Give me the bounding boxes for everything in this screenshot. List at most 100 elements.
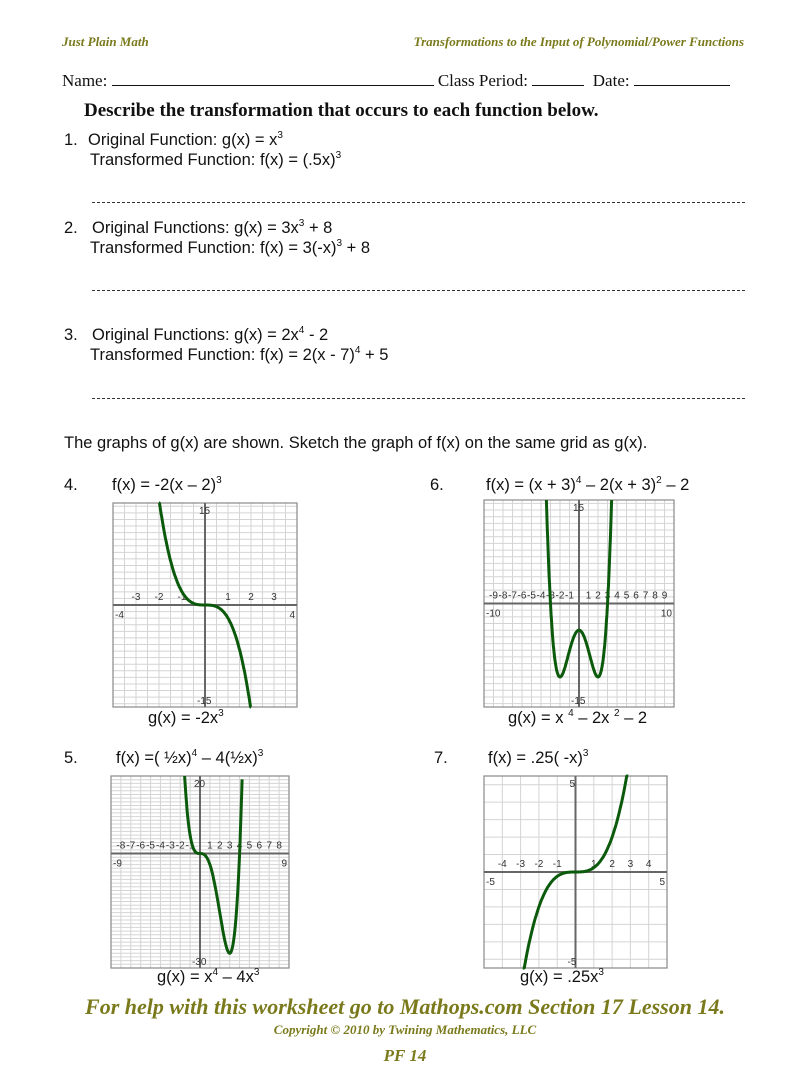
x-max-label: 5 [659, 877, 665, 888]
problem-3-transformed: Transformed Function: f(x) = 2(x - 7)4 +… [90, 346, 388, 365]
x-tick-label: 9 [662, 591, 668, 602]
x-tick-label: 7 [266, 841, 272, 852]
problem-1-transformed: Transformed Function: f(x) = (.5x)3 [90, 151, 341, 170]
x-tick-label: -3 [132, 592, 141, 603]
problem-6-g: g(x) = x 4 – 2x 2 – 2 [508, 709, 647, 728]
x-tick-label: 4 [614, 591, 620, 602]
x-tick-label: -5 [527, 591, 536, 602]
x-tick-label: -4 [537, 591, 546, 602]
expression-text: + 5 [360, 346, 389, 364]
problem-3-original: Original Functions: g(x) = 2x4 - 2 [92, 326, 328, 345]
x-tick-label: -2 [176, 841, 185, 852]
expression-text: + 8 [342, 239, 371, 257]
problem-2-original: Original Functions: g(x) = 3x3 + 8 [92, 219, 332, 238]
expression-text: g(x) = .25x [520, 968, 599, 986]
answer-line-1[interactable] [92, 202, 745, 203]
exponent: 4 [354, 345, 361, 356]
expression-text: Original Functions: g(x) = 2x [92, 326, 299, 344]
answer-line-2[interactable] [92, 290, 745, 291]
y-min-label: -15 [571, 696, 586, 707]
exponent: 3 [277, 130, 283, 141]
exponent: 4 [298, 325, 305, 336]
x-tick-label: -9 [489, 591, 498, 602]
footer-copyright: Copyright © 2010 by Twining Mathematics,… [273, 1022, 537, 1037]
x-max-label: 4 [289, 610, 295, 621]
exponent: 3 [298, 218, 305, 229]
x-tick-label: 2 [217, 841, 223, 852]
problem-4-g: g(x) = -2x3 [148, 709, 224, 728]
y-min-label: -30 [192, 957, 207, 968]
expression-text: – 4x [218, 968, 254, 986]
class-period-field[interactable] [532, 71, 585, 86]
x-tick-label: 7 [643, 591, 649, 602]
problem-7-number: 7. [434, 749, 448, 767]
date-label: Date: [592, 71, 630, 90]
x-min-label: -4 [115, 610, 124, 621]
date-field[interactable] [633, 71, 730, 86]
x-min-label: -9 [113, 859, 122, 870]
x-tick-label: 3 [271, 592, 277, 603]
x-tick-label: 2 [609, 859, 615, 870]
exponent: 3 [335, 150, 342, 161]
answer-line-3[interactable] [92, 398, 745, 399]
expression-text: - 2 [304, 326, 329, 344]
x-tick-label: -7 [126, 841, 135, 852]
y-max-label: 20 [194, 779, 206, 790]
y-max-label: 15 [573, 503, 585, 514]
expression-text: – 2x [573, 709, 614, 727]
problem-3-number: 3. [64, 326, 78, 344]
x-tick-label: 5 [624, 591, 630, 602]
x-tick-label: 2 [248, 592, 254, 603]
name-field[interactable] [111, 71, 434, 86]
x-tick-label: 3 [628, 859, 634, 870]
x-tick-label: -2 [155, 592, 164, 603]
x-tick-label: -1 [186, 841, 195, 852]
x-tick-label: 1 [207, 841, 213, 852]
problem-7-g: g(x) = .25x3 [520, 968, 604, 987]
class-period-label: Class Period: [437, 71, 529, 90]
x-tick-label: 1 [591, 859, 597, 870]
g-curve [183, 775, 244, 955]
expression-text: f(x) = (x + 3) [486, 476, 576, 494]
expression-text: Original Function: g(x) = x [88, 131, 278, 149]
exponent: 3 [218, 708, 224, 719]
x-tick-label: -6 [136, 841, 145, 852]
exponent: 2 [613, 708, 620, 719]
expression-text: Transformed Function: f(x) = 2(x - 7) [90, 346, 355, 364]
expression-text: g(x) = x [508, 709, 569, 727]
exponent: 4 [575, 475, 582, 486]
header-left-title: Just Plain Math [62, 34, 149, 49]
x-tick-label: -1 [553, 859, 562, 870]
exponent: 4 [191, 748, 198, 759]
exponent: 4 [568, 708, 574, 719]
x-min-label: -5 [486, 877, 495, 888]
x-tick-label: -4 [498, 859, 507, 870]
problem-5-f: f(x) =( ½x)4 – 4(½x)3 [116, 749, 263, 768]
expression-text: g(x) = -2x [148, 709, 219, 727]
exponent: 3 [336, 238, 343, 249]
x-tick-label: -8 [116, 841, 125, 852]
exponent: 3 [598, 967, 604, 978]
x-tick-label: -1 [565, 591, 574, 602]
graph-4-grid[interactable]: -3 -2 -1 1 2 3 -4 4 15 -15 [112, 501, 298, 709]
instructions-heading: Describe the transformation that occurs … [84, 100, 599, 121]
expression-text: + 8 [304, 219, 333, 237]
expression-text: Transformed Function: f(x) = (.5x) [90, 151, 336, 169]
graph-5-grid[interactable]: -8 -7 -6 -5 -4 -3 -2 -1 1 2 3 4 5 6 7 8-9 920-30 [110, 775, 290, 969]
footer-page-number: PF 14 [383, 1046, 427, 1065]
x-tick-label: -3 [166, 841, 175, 852]
graph-7-grid[interactable]: -4 -3 -2 -1 1 2 3 4 -5 5 5 -5 [483, 774, 668, 970]
x-tick-label: 1 [586, 591, 592, 602]
x-tick-label: 6 [633, 591, 639, 602]
expression-text: g(x) = x [157, 968, 213, 986]
x-tick-label: 8 [276, 841, 282, 852]
exponent: 2 [656, 475, 662, 486]
expression-text: – 4(½x) [197, 749, 258, 767]
problem-1-original: Original Function: g(x) = x3 [88, 131, 283, 150]
x-tick-label: 3 [227, 841, 233, 852]
expression-text: Original Functions: g(x) = 3x [92, 219, 299, 237]
x-tick-label: -4 [156, 841, 165, 852]
graph-instructions: The graphs of g(x) are shown. Sketch the… [64, 434, 648, 452]
exponent: 3 [253, 967, 260, 978]
